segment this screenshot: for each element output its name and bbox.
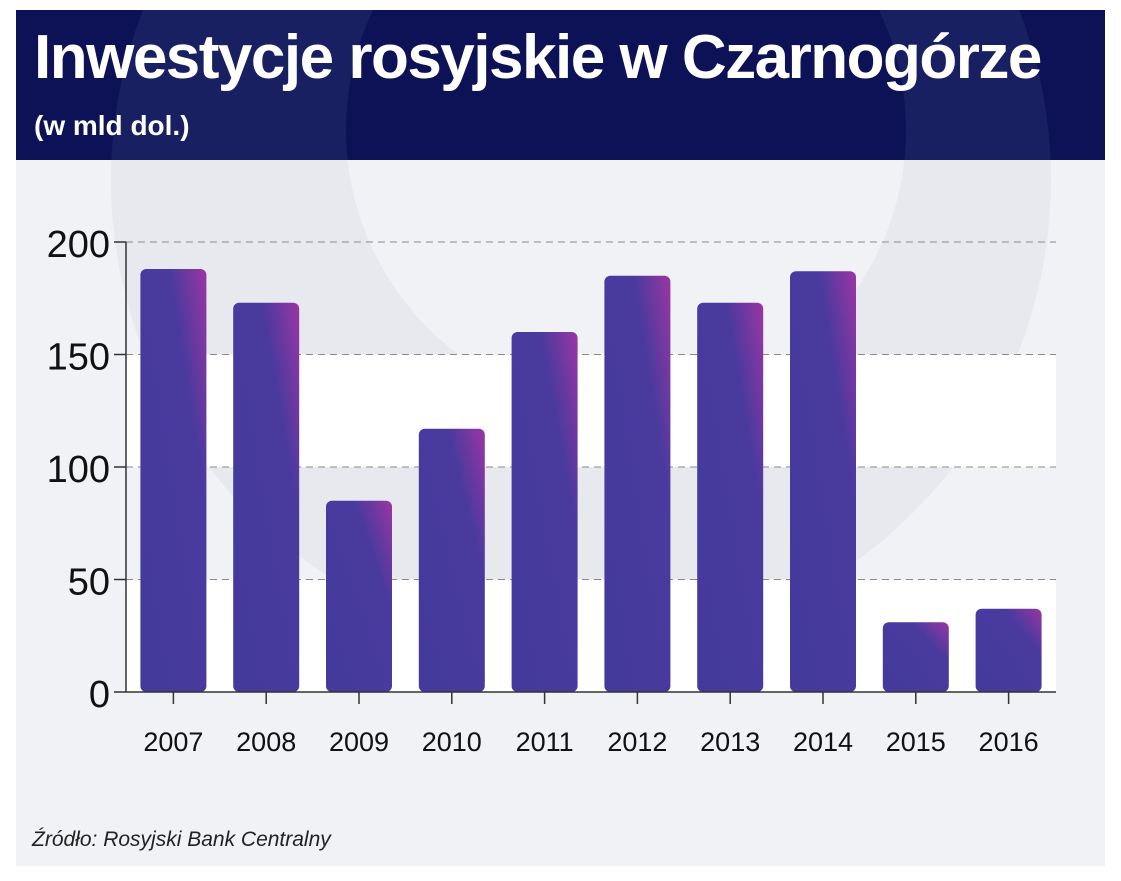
source-note: Źródło: Rosyjski Bank Centralny <box>32 828 331 851</box>
x-tick-label: 2009 <box>329 727 389 757</box>
x-tick-label: 2013 <box>700 727 760 757</box>
chart-subtitle: (w mld dol.) <box>34 110 190 141</box>
y-tick-labels: 0 50 100 150 200 <box>47 224 110 716</box>
bar <box>233 302 300 692</box>
x-tick-label: 2015 <box>886 727 946 757</box>
gridlines <box>114 241 1056 693</box>
chart-card: Inwestycje rosyjskie w Czarnogórze (w ml… <box>16 10 1105 866</box>
header-watermark <box>111 10 1051 160</box>
header-watermark-inner <box>346 10 906 160</box>
bar <box>790 271 856 692</box>
x-tick-label: 2014 <box>793 727 853 757</box>
x-tick-label: 2008 <box>236 727 296 757</box>
x-tick-label: 2011 <box>516 727 574 757</box>
bar <box>604 275 671 692</box>
x-tick-label: 2016 <box>979 727 1039 757</box>
bar <box>882 622 949 692</box>
y-tick-label: 150 <box>47 337 110 379</box>
bar-chart: 0 50 100 150 200 2007 2008 2009 2010 2011 2012 201… <box>47 224 1056 757</box>
y-tick-label: 200 <box>47 224 110 266</box>
chart-title: Inwestycje rosyjskie w Czarnogórze <box>34 23 1042 92</box>
y-tick-label: 100 <box>47 449 110 491</box>
y-tick-label: 0 <box>89 674 110 716</box>
bar <box>697 302 764 692</box>
x-tick-label: 2007 <box>143 727 203 757</box>
x-tick-labels: 2007 2008 2009 2010 2011 2012 2013 2014 2015 2016 <box>143 692 1039 757</box>
x-tick-label: 2012 <box>607 727 667 757</box>
axes <box>125 242 1056 693</box>
y-tick-label: 50 <box>68 562 110 604</box>
bar <box>975 608 1042 692</box>
bar <box>326 500 392 692</box>
bar <box>140 269 207 692</box>
x-tick-label: 2010 <box>422 727 482 757</box>
chart-header: Inwestycje rosyjskie w Czarnogórze (w ml… <box>16 10 1105 160</box>
bars <box>140 269 1042 692</box>
bar <box>511 332 578 692</box>
bar <box>418 428 485 692</box>
